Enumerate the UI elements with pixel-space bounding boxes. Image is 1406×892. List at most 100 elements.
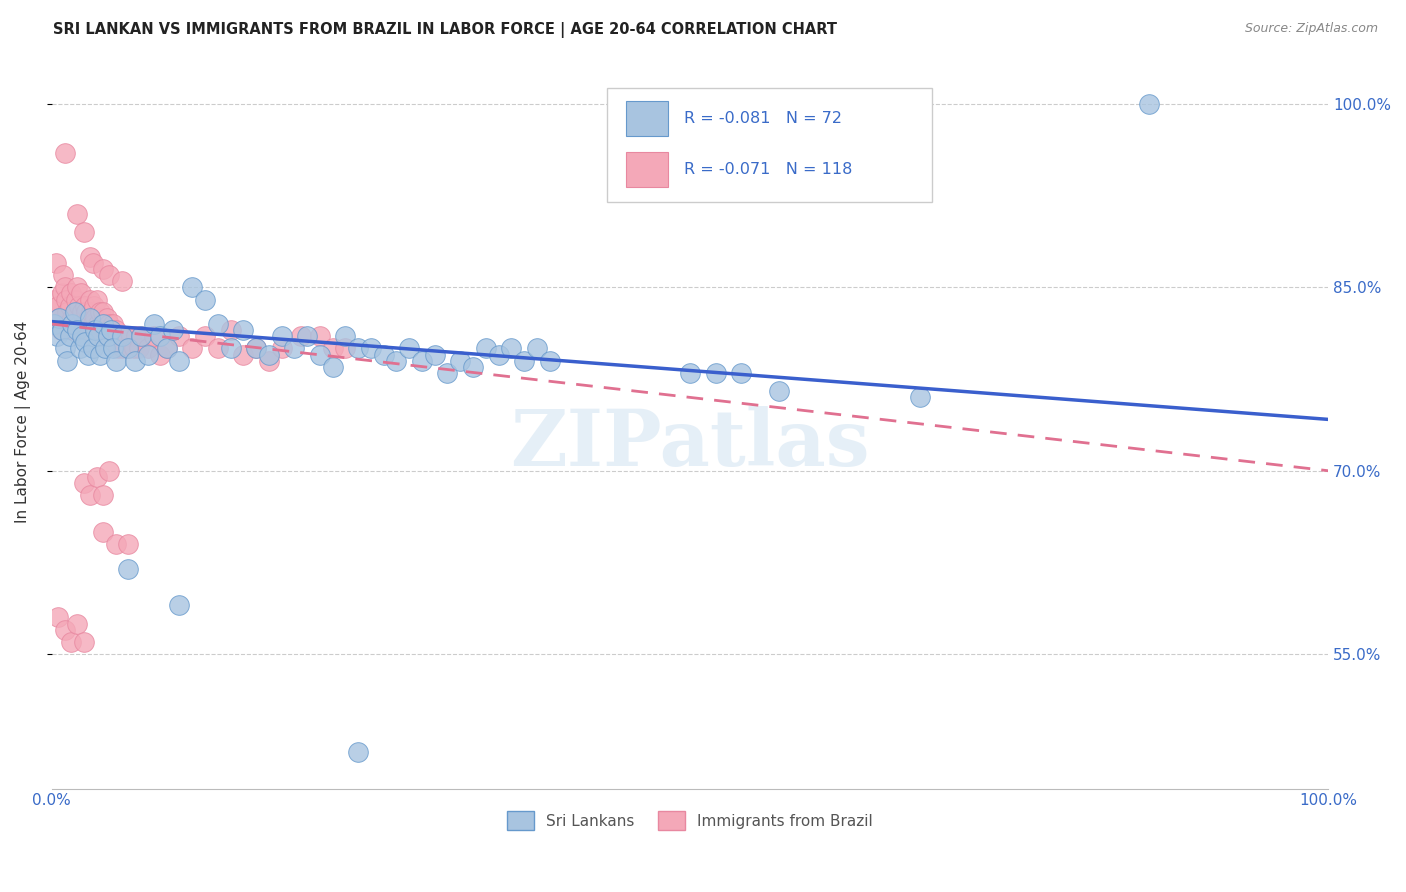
Point (53, 145, 76, 160)
Point (124, 353, 146, 368)
Point (79, 310, 101, 325)
Y-axis label: In Labor Force | Age 20-64: In Labor Force | Age 20-64 (15, 320, 31, 523)
Point (70, 286, 93, 301)
Point (101, 317, 124, 331)
Point (84, 310, 107, 325)
Point (136, 348, 159, 362)
Point (98, 268, 121, 282)
Point (69, 342, 91, 356)
Point (194, 293, 217, 307)
Point (62, 323, 84, 337)
Point (136, 342, 159, 356)
Point (169, 329, 191, 343)
Point (513, 353, 536, 368)
Point (385, 353, 408, 368)
Point (156, 342, 179, 356)
Point (149, 329, 172, 343)
Point (66, 616, 89, 631)
Point (270, 342, 292, 356)
Point (53, 623, 76, 637)
Point (98, 464, 121, 478)
Point (73, 317, 96, 331)
Point (72, 329, 94, 343)
Point (86, 293, 108, 307)
Text: ZIPatlas: ZIPatlas (510, 406, 870, 482)
Point (66, 280, 89, 294)
Point (142, 317, 165, 331)
Point (75, 305, 97, 319)
Point (290, 329, 312, 343)
Legend: Sri Lankans, Immigrants from Brazil: Sri Lankans, Immigrants from Brazil (501, 805, 879, 836)
Point (44, 293, 66, 307)
Point (51, 323, 73, 337)
Point (122, 342, 145, 356)
Point (48, 310, 70, 325)
Point (704, 366, 727, 380)
Point (59, 299, 82, 313)
Point (76, 323, 98, 337)
Point (91, 305, 114, 319)
Point (257, 348, 280, 362)
Point (83, 299, 105, 313)
Point (91, 262, 114, 277)
Point (322, 342, 344, 356)
Point (232, 348, 254, 362)
Point (86, 470, 108, 484)
Point (117, 342, 139, 356)
Point (72, 305, 94, 319)
Point (87, 329, 110, 343)
Point (475, 342, 498, 356)
Point (97, 329, 120, 343)
Point (100, 329, 122, 343)
Point (79, 250, 101, 264)
Point (100, 323, 122, 337)
Point (335, 342, 357, 356)
Point (308, 348, 330, 362)
Point (347, 342, 370, 356)
Point (73, 335, 96, 350)
Point (181, 342, 204, 356)
Point (67, 299, 90, 313)
Point (768, 384, 790, 399)
Point (82, 317, 104, 331)
Point (156, 342, 179, 356)
Point (69, 317, 91, 331)
Point (295, 329, 318, 343)
Point (52, 268, 75, 282)
Point (45, 317, 67, 331)
Point (411, 353, 433, 368)
Point (90, 317, 112, 331)
Point (283, 342, 305, 356)
Point (46, 610, 69, 624)
Point (1139, 97, 1161, 112)
Text: R = -0.071   N = 118: R = -0.071 N = 118 (683, 162, 852, 177)
Point (66, 207, 89, 221)
Point (45, 329, 67, 343)
Point (91, 317, 114, 331)
Point (60, 317, 83, 331)
Point (51, 286, 73, 301)
Point (91, 524, 114, 539)
Point (96, 310, 118, 325)
Point (46, 299, 69, 313)
Point (63, 305, 86, 319)
Point (207, 317, 229, 331)
Point (73, 299, 96, 313)
Point (111, 329, 134, 343)
Bar (626, 152, 668, 187)
Bar (626, 101, 668, 136)
Point (162, 323, 184, 337)
Point (110, 329, 132, 343)
Point (232, 323, 254, 337)
Point (194, 329, 217, 343)
Point (56, 353, 79, 368)
Point (128, 342, 150, 356)
Point (101, 323, 124, 337)
Point (207, 342, 229, 356)
Text: R = -0.081   N = 72: R = -0.081 N = 72 (683, 111, 842, 126)
Point (49, 323, 72, 337)
Point (87, 317, 110, 331)
Point (66, 323, 89, 337)
Point (373, 348, 395, 362)
Point (97, 329, 120, 343)
